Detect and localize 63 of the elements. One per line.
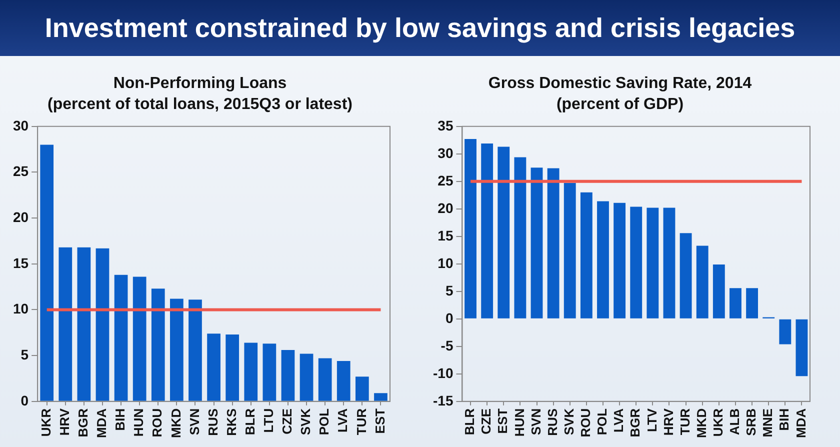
x-tick-label: HRV (660, 408, 676, 436)
x-tick-label: CZE (478, 408, 494, 434)
y-tick-label: 5 (445, 282, 454, 298)
chart-subtitle: (percent of GDP) (556, 96, 684, 114)
x-tick-label: LVA (611, 408, 626, 432)
y-tick-label: 30 (438, 144, 454, 161)
x-tick-label: BIH (112, 408, 128, 431)
chart-title: Gross Domestic Saving Rate, 2014 (488, 75, 752, 92)
y-tick-label: 15 (438, 227, 454, 244)
x-tick-label: ROU (150, 408, 165, 438)
x-tick-label: HUN (131, 408, 146, 437)
x-tick-label: SVN (186, 408, 202, 436)
chart-subtitle: (percent of total loans, 2015Q3 or latest) (48, 96, 352, 114)
x-tick-label: MDA (793, 408, 808, 438)
x-tick-label: BGR (628, 408, 643, 438)
x-tick-label: SVN (528, 408, 544, 436)
x-tick-label: EST (372, 408, 388, 434)
x-tick-label: POL (594, 408, 610, 436)
y-tick-label: 25 (438, 172, 454, 188)
y-tick-label: 20 (438, 200, 454, 216)
x-tick-label: BGR (76, 408, 91, 438)
x-tick-label: SVK (561, 408, 576, 436)
x-tick-label: SVK (298, 408, 314, 436)
x-tick-label: BLR (462, 408, 478, 436)
y-tick-label: -15 (433, 392, 454, 408)
y-tick-label: -5 (440, 337, 454, 354)
x-tick-label: MNE (760, 408, 776, 438)
x-tick-label: RUS (544, 408, 560, 436)
y-tick-label: 10 (438, 254, 454, 271)
x-tick-label: MKD (168, 408, 184, 438)
x-tick-label: LTV (644, 408, 660, 432)
x-tick-label: HUN (512, 408, 527, 437)
x-tick-label: MKD (694, 408, 709, 438)
x-tick-label: RKS (224, 408, 239, 436)
x-tick-label: BIH (776, 408, 792, 431)
y-tick-label: 35 (438, 117, 454, 134)
x-tick-label: UKR (710, 408, 726, 437)
y-tick-label: 20 (12, 208, 29, 225)
x-tick-label: UKR (38, 408, 54, 437)
y-tick-label: -10 (433, 364, 454, 381)
y-tick-label: 0 (20, 392, 29, 408)
x-tick-label: RUS (205, 408, 220, 436)
x-tick-label: HRV (56, 408, 72, 436)
y-tick-label: 5 (20, 346, 29, 362)
x-tick-label: TUR (677, 408, 692, 436)
x-tick-label: ALB (727, 408, 742, 436)
x-tick-label: BLR (242, 408, 258, 436)
text: Investment constrained by low savings and crisis legacies (0, 0, 840, 56)
x-tick-label: LVA (335, 408, 350, 432)
x-tick-label: EST (495, 408, 510, 434)
x-tick-label: SRB (744, 408, 759, 436)
y-tick-label: 10 (12, 300, 29, 317)
x-tick-label: TUR (354, 408, 369, 436)
y-tick-label: 25 (12, 163, 29, 180)
y-tick-label: 30 (12, 117, 29, 134)
x-tick-label: MDA (94, 408, 110, 438)
y-tick-label: 15 (12, 254, 29, 271)
chart-title: Non-Performing Loans (113, 75, 287, 92)
x-tick-label: ROU (578, 408, 594, 438)
y-tick-label: 0 (445, 310, 454, 326)
x-tick-label: LTU (261, 408, 276, 433)
x-tick-label: POL (316, 408, 332, 436)
x-tick-label: CZE (280, 408, 295, 434)
